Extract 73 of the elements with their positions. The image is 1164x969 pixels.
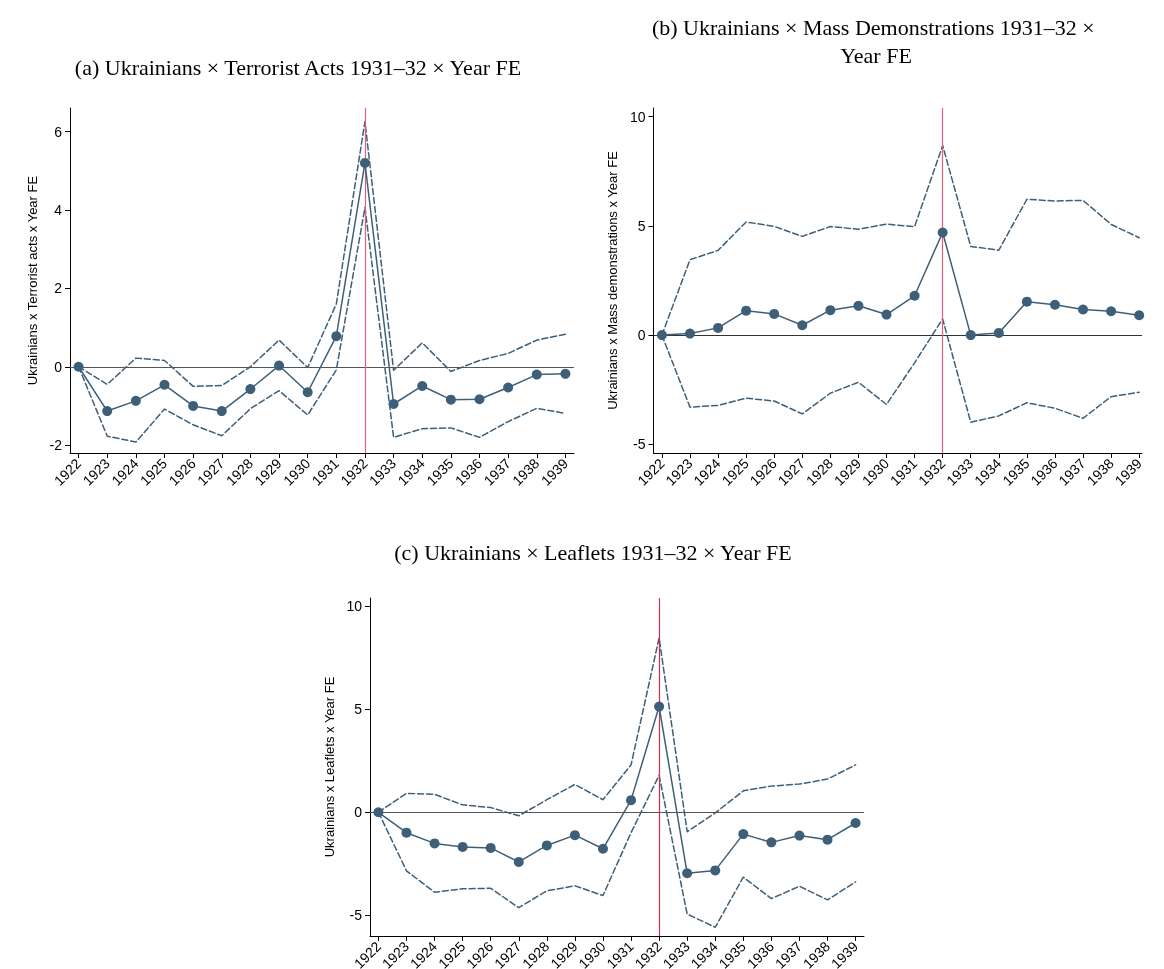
y-tick-label: -5: [633, 436, 646, 453]
point: [713, 322, 724, 333]
point: [654, 701, 665, 712]
point: [401, 827, 412, 838]
y-tick-label: 6: [54, 123, 63, 140]
point: [738, 829, 749, 840]
point: [485, 842, 496, 853]
point: [682, 868, 693, 879]
point: [274, 360, 285, 371]
point: [937, 227, 948, 238]
point: [331, 331, 342, 342]
point: [216, 406, 227, 417]
point: [373, 807, 384, 818]
point: [569, 830, 580, 841]
y-tick-label: 2: [54, 280, 63, 297]
point: [1021, 296, 1032, 307]
point: [73, 361, 84, 372]
point: [417, 380, 428, 391]
y-axis-title: Ukrainians x Leaflets x Year FE: [321, 676, 337, 858]
y-tick-label: -5: [349, 907, 363, 924]
y-tick-label: 0: [54, 358, 63, 375]
point: [1049, 299, 1060, 310]
point: [445, 394, 456, 405]
point: [245, 384, 256, 395]
y-tick-label: 10: [629, 108, 646, 125]
point: [881, 309, 892, 320]
y-tick-label: -2: [49, 437, 63, 454]
point: [822, 834, 833, 845]
point: [710, 865, 721, 876]
point: [656, 330, 667, 341]
point: [850, 818, 861, 828]
chart-title: (c) Ukrainians × Leaflets 1931–32 × Year FE: [394, 539, 792, 565]
point: [909, 290, 920, 301]
point: [359, 157, 370, 168]
point: [513, 856, 524, 867]
point: [388, 399, 399, 409]
y-tick-label: 5: [637, 217, 646, 234]
point: [794, 830, 805, 841]
point: [597, 843, 608, 854]
point: [825, 305, 836, 316]
point: [474, 394, 485, 405]
point: [429, 838, 440, 849]
point: [1106, 306, 1117, 317]
point: [188, 400, 199, 411]
chart-title: (a) Ukrainians × Terrorist Acts 1931–32 × Year FE: [74, 54, 522, 80]
point: [503, 382, 514, 393]
point: [626, 795, 637, 806]
y-axis-title: Ukrainians x Mass demonstrations x Year FE: [605, 150, 620, 410]
point: [1078, 304, 1089, 315]
point: [560, 368, 571, 379]
y-tick-label: 10: [346, 598, 363, 615]
point: [766, 837, 777, 848]
y-tick-label: 0: [637, 327, 646, 344]
point: [159, 379, 170, 390]
point: [797, 320, 808, 331]
y-tick-label: 5: [354, 701, 363, 718]
point: [993, 327, 1004, 338]
point: [1134, 310, 1145, 321]
point: [741, 305, 752, 316]
point: [302, 387, 313, 398]
point: [457, 841, 468, 852]
point: [684, 328, 695, 339]
point: [769, 308, 780, 319]
point: [541, 840, 552, 851]
y-axis-title: Ukrainians x Terrorist acts x Year FE: [24, 175, 40, 386]
point: [102, 406, 113, 417]
point: [130, 395, 141, 406]
y-tick-label: 4: [54, 201, 63, 218]
point: [531, 369, 542, 380]
point: [965, 330, 976, 341]
chart-title: (b) Ukrainians × Mass Demonstrations 1931–32 × Year FE: [651, 14, 1101, 68]
point: [853, 300, 864, 311]
y-tick-label: 0: [354, 804, 363, 821]
